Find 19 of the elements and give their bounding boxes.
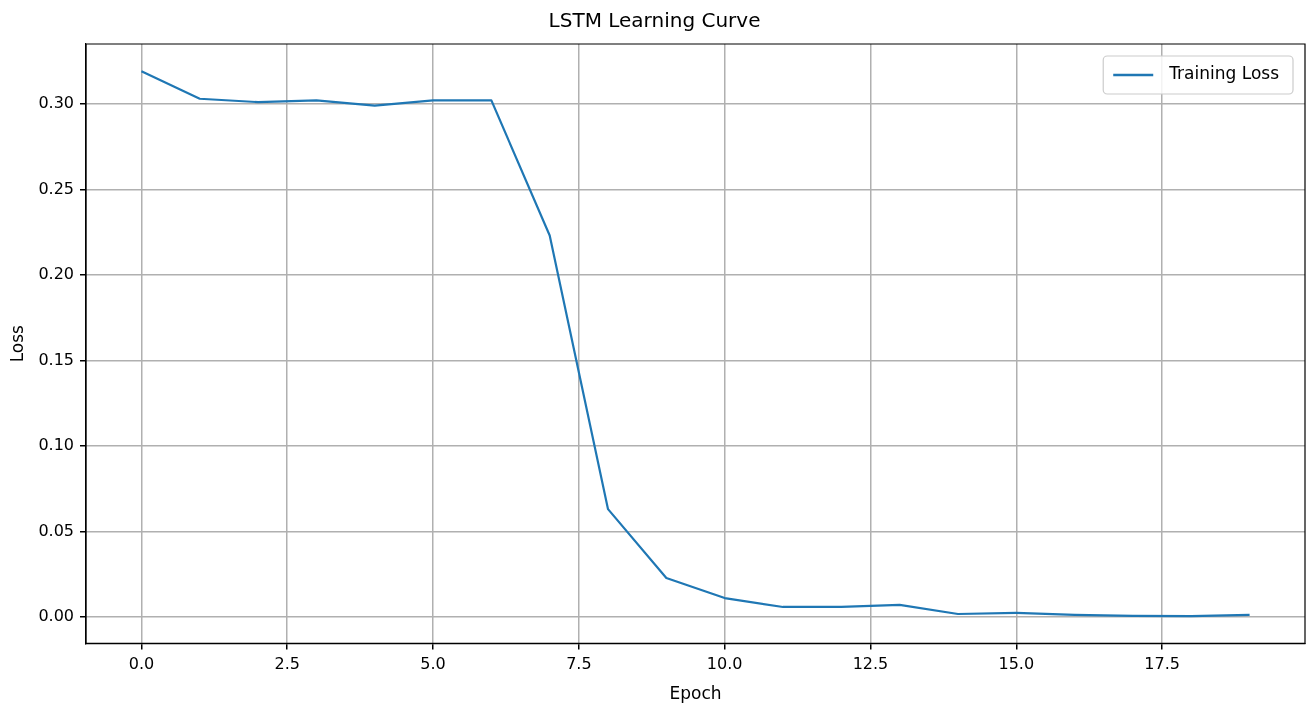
x-tick-label: 17.5: [1144, 654, 1180, 674]
x-tick-label: 15.0: [998, 654, 1035, 674]
y-tick-label: 0.30: [38, 93, 75, 113]
y-tick-label: 0.00: [38, 606, 75, 626]
x-tick-label: 0.0: [128, 654, 155, 674]
y-tick-label: 0.25: [38, 178, 75, 198]
x-tick-label: 2.5: [274, 654, 300, 674]
y-axis-title: Loss: [6, 324, 27, 363]
y-tick-label: 0.10: [38, 435, 75, 455]
y-tick-label: 0.15: [38, 349, 75, 369]
x-axis-title: Epoch: [669, 683, 722, 704]
x-tick-label: 12.5: [852, 654, 889, 674]
chart-title: LSTM Learning Curve: [548, 8, 761, 33]
y-tick-label: 0.20: [38, 264, 75, 284]
x-tick-label: 7.5: [566, 654, 592, 674]
legend-label: Training Loss: [1168, 63, 1280, 84]
x-tick-label: 10.0: [706, 654, 743, 674]
y-tick-label: 0.05: [38, 520, 75, 540]
x-tick-label: 5.0: [420, 654, 446, 674]
